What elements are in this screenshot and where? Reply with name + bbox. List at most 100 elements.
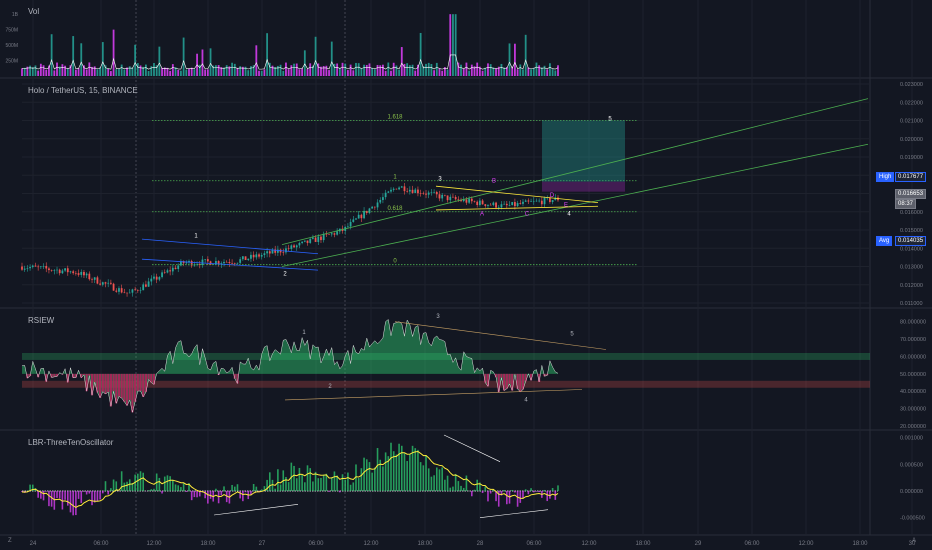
candle-body bbox=[217, 261, 220, 264]
volume-bar bbox=[320, 66, 322, 76]
volume-bar bbox=[408, 65, 411, 76]
volume-bar bbox=[139, 65, 142, 76]
candle-body bbox=[387, 191, 390, 193]
candle-body bbox=[258, 254, 260, 257]
time-axis-label: 12:00 bbox=[798, 541, 814, 547]
price-tick-label: 0.012000 bbox=[900, 283, 923, 289]
candle-body bbox=[171, 267, 174, 272]
volume-bar bbox=[266, 33, 269, 76]
candle-body bbox=[414, 189, 417, 193]
volume-bar bbox=[271, 65, 274, 76]
candle-body bbox=[435, 191, 438, 195]
volume-bar bbox=[287, 69, 290, 76]
candle-body bbox=[250, 254, 252, 259]
wave-label: A bbox=[480, 211, 484, 217]
candle-body bbox=[276, 249, 279, 253]
rsi-divergence-lower bbox=[284, 389, 583, 401]
candle-body bbox=[268, 251, 271, 254]
candle-body bbox=[295, 245, 298, 248]
time-axis-label: 12:00 bbox=[363, 541, 379, 547]
rsi-wave-label: 5 bbox=[570, 332, 574, 338]
price-pane-title: Holo / TetherUS, 15, BINANCE bbox=[28, 86, 138, 95]
volume-bar bbox=[215, 65, 217, 76]
volume-bar bbox=[376, 64, 379, 76]
candle-body bbox=[309, 238, 312, 243]
candle-body bbox=[379, 199, 382, 203]
vol-tick-label: 750M bbox=[5, 28, 18, 34]
volume-bar bbox=[91, 66, 93, 76]
volume-bar bbox=[147, 71, 150, 76]
osc-divergence-arrow bbox=[443, 434, 501, 462]
volume-bar bbox=[290, 65, 293, 76]
vol-tick-label: 1B bbox=[12, 12, 19, 18]
rsi-wave-label: 4 bbox=[524, 398, 528, 404]
volume-bar bbox=[516, 69, 519, 76]
candle-body bbox=[163, 272, 166, 273]
volume-bar bbox=[96, 69, 99, 76]
volume-bar bbox=[128, 66, 131, 76]
candle-body bbox=[382, 197, 384, 200]
volume-bar bbox=[519, 64, 522, 76]
candle-body bbox=[58, 269, 61, 274]
candle-body bbox=[355, 218, 357, 220]
volume-bar bbox=[360, 68, 363, 76]
candle-body bbox=[527, 200, 530, 202]
candle-body bbox=[406, 191, 409, 192]
candle-body bbox=[460, 199, 462, 202]
volume-bar bbox=[193, 69, 196, 76]
volume-bar bbox=[274, 66, 277, 76]
candle-body bbox=[99, 283, 102, 285]
candle-body bbox=[56, 269, 58, 271]
candle-body bbox=[481, 200, 484, 205]
candle-body bbox=[66, 268, 69, 273]
volume-bar bbox=[31, 67, 34, 76]
volume-bar bbox=[441, 70, 444, 76]
volume-bar bbox=[478, 66, 481, 76]
volume-bar bbox=[295, 63, 298, 76]
volume-bar bbox=[142, 66, 145, 76]
candle-body bbox=[484, 204, 487, 206]
candle-body bbox=[298, 242, 301, 246]
candle-body bbox=[169, 270, 172, 272]
candle-body bbox=[454, 196, 457, 200]
volume-bar bbox=[314, 36, 317, 76]
volume-bar bbox=[317, 63, 320, 76]
volume-bar bbox=[484, 67, 487, 76]
volume-bar bbox=[522, 69, 524, 76]
volume-bar bbox=[276, 65, 279, 76]
volume-bar bbox=[228, 66, 231, 76]
candle-body bbox=[511, 202, 514, 206]
volume-bar bbox=[174, 67, 177, 76]
candle-body bbox=[317, 236, 320, 242]
auto-scale-button[interactable]: A bbox=[912, 538, 917, 544]
wave-label: B bbox=[492, 179, 496, 185]
wave-label: C bbox=[525, 211, 530, 217]
candle-body bbox=[554, 197, 557, 201]
volume-bar bbox=[392, 62, 395, 76]
candle-body bbox=[139, 290, 142, 291]
volume-bar bbox=[433, 70, 436, 76]
fib-level-label: 1 bbox=[393, 175, 397, 181]
volume-bar bbox=[285, 62, 287, 76]
price-tick-label: 0.023000 bbox=[900, 82, 923, 88]
volume-bar bbox=[182, 37, 185, 76]
volume-bar bbox=[185, 69, 188, 76]
timezone-button[interactable]: Z bbox=[8, 538, 12, 544]
candle-body bbox=[365, 210, 368, 213]
volume-bar bbox=[460, 64, 462, 76]
volume-ma-line bbox=[21, 54, 559, 70]
candle-body bbox=[311, 237, 314, 239]
volume-bar bbox=[37, 70, 40, 76]
candle-body bbox=[144, 284, 147, 287]
volume-bar bbox=[365, 64, 368, 76]
volume-bar bbox=[503, 67, 506, 76]
volume-bar bbox=[511, 66, 514, 76]
price-tick-label: 0.013000 bbox=[900, 265, 923, 271]
volume-bar bbox=[495, 68, 497, 76]
candle-body bbox=[131, 289, 134, 293]
candle-body bbox=[301, 241, 304, 243]
volume-bar bbox=[83, 65, 85, 76]
candle-body bbox=[549, 197, 551, 203]
candle-body bbox=[333, 233, 336, 235]
